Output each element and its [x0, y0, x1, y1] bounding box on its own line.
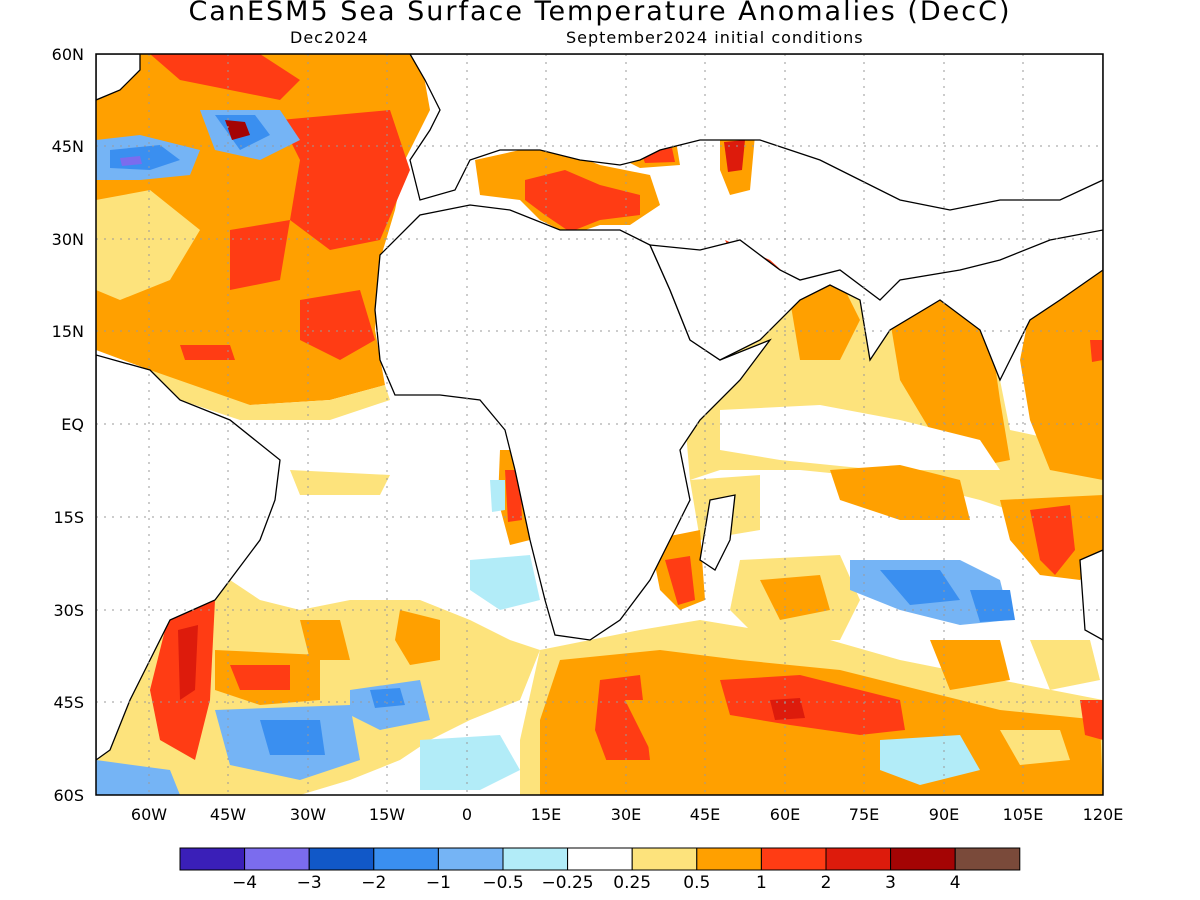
colorbar-swatch: [244, 847, 310, 871]
lat-tick-label: 30S: [53, 601, 84, 620]
latitude-axis: 60N 45N 30N 15N EQ 15S 30S 45S 60S: [52, 45, 84, 805]
australia-landmass: [1079, 549, 1103, 641]
colorbar-level-label: 4: [950, 873, 961, 893]
forecast-month-label: Dec2024: [290, 28, 369, 47]
colorbar-swatch: [760, 847, 827, 871]
map-frame: [95, 53, 1104, 796]
colorbar-level-label: 3: [885, 873, 896, 893]
lat-tick-label: 15S: [53, 508, 84, 527]
lon-tick-label: 15W: [369, 805, 405, 824]
colorbar-swatch: [825, 847, 892, 871]
asia-landmass: [648, 229, 1103, 382]
colorbar-swatch: [890, 847, 956, 871]
colorbar-level-label: 2: [821, 873, 832, 893]
colorbar-swatch: [696, 847, 762, 871]
madagascar-island: [699, 494, 736, 571]
lat-tick-label: 45N: [52, 137, 84, 156]
colorbar-swatch: [631, 847, 698, 871]
lon-tick-label: 90E: [929, 805, 959, 824]
map-panel: [96, 54, 1103, 795]
colorbar-level-label: −0.5: [482, 873, 523, 893]
lat-tick-label: 60S: [53, 786, 84, 805]
africa-landmass: [374, 204, 772, 641]
colorbar-level-label: −1: [426, 873, 451, 893]
south-america-landmass: [96, 354, 281, 761]
longitude-axis: 60W 45W 30W 15W 0 15E 30E 45E 60E 75E 90…: [131, 805, 1123, 824]
north-atlantic-anomaly: [96, 54, 600, 420]
map-title: CanESM5 Sea Surface Temperature Anomalie…: [188, 0, 1012, 27]
lon-tick-label: 45W: [210, 805, 246, 824]
colorbar-level-label: −2: [361, 873, 386, 893]
lon-tick-label: 0: [462, 805, 472, 824]
lat-tick-label: EQ: [61, 415, 84, 434]
agulhas-anomaly: [520, 620, 1103, 795]
lon-tick-label: 45E: [690, 805, 720, 824]
lon-tick-label: 15E: [531, 805, 561, 824]
colorbar-swatch: [437, 847, 504, 871]
lon-tick-label: 60E: [770, 805, 800, 824]
lat-tick-label: 60N: [52, 45, 84, 64]
lon-tick-label: 60W: [131, 805, 167, 824]
colorbar-level-label: 0.5: [683, 873, 710, 893]
lon-tick-label: 120E: [1083, 805, 1124, 824]
initial-conditions-label: September2024 initial conditions: [566, 28, 864, 47]
colorbar-level-label: −4: [232, 873, 257, 893]
colorbar-legend: −4 −3 −2 −1 −0.5 −0.25 0.25 0.5 1 2 3 4: [179, 847, 1021, 893]
greenland-landmass: [96, 54, 141, 101]
south-atlantic-anomaly: [96, 450, 540, 795]
colorbar-level-label: −3: [297, 873, 322, 893]
land-masses: [96, 54, 1103, 761]
colorbar-swatch: [373, 847, 439, 871]
lat-tick-label: 15N: [52, 322, 84, 341]
indian-ocean-anomaly: [650, 260, 1103, 690]
europe-landmass: [409, 54, 1103, 211]
lat-tick-label: 30N: [52, 230, 84, 249]
lat-tick-label: 45S: [53, 693, 84, 712]
lon-tick-label: 30W: [290, 805, 326, 824]
lon-tick-label: 30E: [611, 805, 641, 824]
colorbar-swatch: [502, 847, 569, 871]
colorbar-swatch: [567, 847, 633, 871]
colorbar-level-label: 1: [756, 873, 767, 893]
lon-tick-label: 105E: [1003, 805, 1044, 824]
colorbar-level-label: −0.25: [542, 873, 594, 893]
colorbar-swatch: [954, 847, 1021, 871]
colorbar-swatch: [308, 847, 375, 871]
graticule: [96, 54, 1103, 795]
lon-tick-label: 75E: [849, 805, 879, 824]
colorbar-swatch: [179, 847, 246, 871]
colorbar-level-label: 0.25: [613, 873, 651, 893]
